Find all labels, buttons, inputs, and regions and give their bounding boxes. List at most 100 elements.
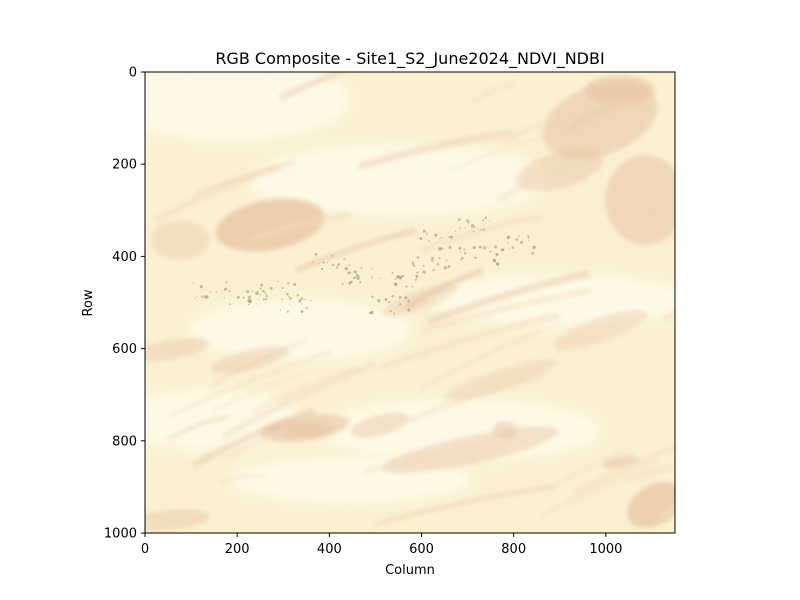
image-speckle	[489, 250, 492, 253]
image-speckle	[419, 237, 423, 240]
x-tick-label: 800	[501, 542, 526, 557]
image-streak	[471, 81, 518, 105]
image-speckle	[312, 261, 314, 264]
image-speckle	[511, 246, 514, 249]
image-speckle	[348, 281, 352, 285]
image-speckle	[223, 287, 227, 291]
image-speckle	[495, 252, 499, 256]
image-speckle	[389, 310, 392, 313]
image-streak	[379, 312, 560, 371]
chart-title: RGB Composite - Site1_S2_June2024_NDVI_N…	[215, 49, 604, 69]
image-speckle	[296, 294, 299, 297]
image-streak	[551, 446, 632, 490]
image-speckle	[438, 247, 442, 251]
image-patch	[215, 198, 325, 252]
image-streak	[502, 121, 548, 146]
image-speckle	[515, 238, 519, 241]
image-speckle	[478, 245, 482, 249]
image-speckle	[393, 282, 398, 286]
image-streak	[167, 415, 229, 441]
image-streak	[417, 328, 544, 393]
image-speckle	[223, 297, 225, 299]
image-speckle	[194, 297, 196, 300]
image-speckle	[391, 294, 394, 298]
image-speckle	[531, 251, 535, 255]
image-speckle	[520, 240, 523, 244]
image-patch	[442, 359, 558, 401]
image-patch	[250, 145, 550, 215]
image-patch	[190, 300, 410, 360]
image-speckle	[384, 297, 388, 302]
image-streak	[278, 72, 348, 101]
image-speckle	[461, 256, 464, 260]
image-speckle	[528, 239, 530, 242]
image-speckle	[466, 219, 469, 221]
image-speckle	[425, 234, 428, 236]
y-tick-label: 400	[112, 250, 137, 265]
image-speckle	[463, 248, 466, 251]
image-speckle	[473, 226, 476, 228]
y-axis-label: Row	[81, 289, 96, 316]
image-streak	[406, 372, 545, 424]
image-speckle	[422, 264, 425, 268]
image-speckle	[264, 298, 268, 301]
image-streak	[357, 129, 513, 171]
image-speckle	[305, 306, 308, 310]
image-patch	[493, 421, 517, 439]
image-speckle	[269, 287, 273, 290]
image-speckle	[301, 310, 304, 312]
image-speckle	[407, 308, 411, 312]
image-speckle	[255, 303, 258, 305]
image-patch	[627, 482, 675, 528]
image-speckle	[335, 266, 339, 269]
image-speckle	[371, 295, 374, 298]
image-speckle	[414, 278, 417, 281]
image-streak	[295, 228, 416, 273]
image-speckle	[355, 274, 360, 278]
image-speckle	[265, 295, 269, 298]
image-streak	[209, 339, 308, 389]
image-speckle	[412, 261, 415, 264]
y-tick-label: 200	[112, 158, 137, 173]
y-tick-label: 1000	[104, 527, 137, 542]
image-speckle	[474, 256, 477, 259]
image-speckle	[416, 256, 420, 259]
image-speckle	[251, 290, 253, 293]
image-streak	[657, 503, 675, 520]
image-speckle	[260, 283, 264, 287]
image-speckle	[259, 287, 262, 290]
image-speckle	[532, 245, 536, 249]
image-speckle	[246, 290, 250, 294]
image-speckle	[201, 295, 204, 298]
image-speckle	[494, 245, 497, 249]
image-speckle	[454, 230, 457, 233]
image-speckle	[489, 220, 491, 222]
image-speckle	[310, 299, 313, 302]
image-speckle	[472, 230, 475, 233]
image-patch	[145, 337, 210, 363]
image-speckle	[463, 252, 467, 255]
x-axis-ticks: 0 200 400 600 800 1000	[141, 533, 622, 557]
image-streak	[622, 213, 675, 234]
image-speckle	[445, 259, 448, 262]
image-speckle	[322, 261, 325, 264]
image-speckle	[356, 276, 360, 280]
image-speckle	[422, 229, 426, 233]
image-streak	[169, 350, 333, 418]
image-speckle	[448, 236, 451, 238]
image-patch	[585, 75, 655, 105]
image-speckle	[199, 284, 204, 289]
image-speckle	[237, 296, 240, 299]
image-speckle	[262, 298, 265, 301]
image-speckle	[480, 228, 483, 231]
image-streak	[662, 311, 675, 322]
x-tick-label: 0	[141, 542, 149, 557]
image-speckle	[314, 253, 318, 256]
image-speckle	[450, 235, 454, 239]
image-speckle	[379, 277, 381, 279]
image-speckle	[304, 298, 306, 301]
image-speckle	[209, 290, 212, 293]
image-speckle	[301, 303, 303, 305]
y-tick-label: 600	[112, 342, 137, 357]
image-speckle	[434, 233, 438, 237]
